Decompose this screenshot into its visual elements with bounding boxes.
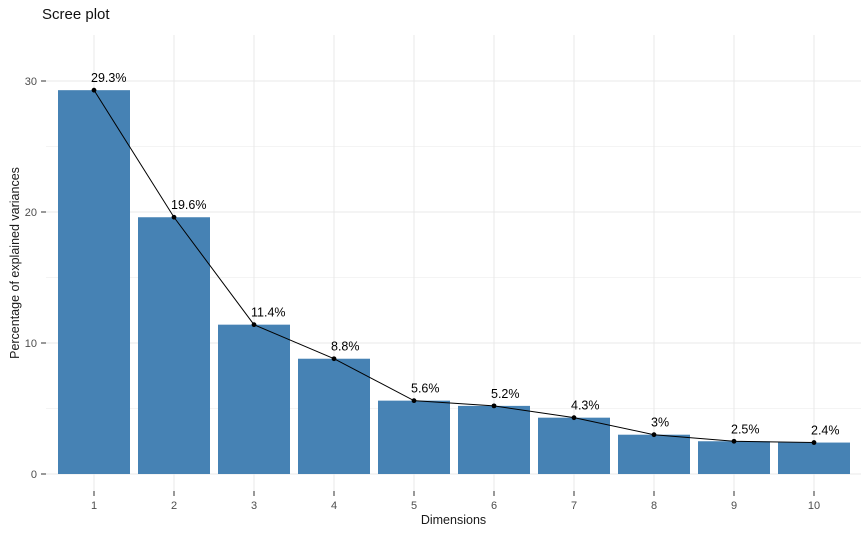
data-point-dim-4 [331,356,337,362]
bar-dim-6 [458,405,530,474]
x-tick-label-7: 7 [571,500,577,512]
x-tick-label-2: 2 [171,500,177,512]
point-label-dim-10: 2.4% [811,424,840,438]
y-axis-title: Percentage of explained variances [8,167,22,359]
point-label-dim-4: 8.8% [331,340,360,354]
x-tick-label-9: 9 [731,500,737,512]
bar-dim-2 [138,217,210,475]
bar-dim-9 [698,441,770,474]
data-point-dim-2 [171,214,177,220]
point-label-dim-8: 3% [651,416,669,430]
x-tick-label-3: 3 [251,500,257,512]
bar-dim-3 [218,324,290,474]
bar-dim-1 [58,90,130,475]
point-label-dim-1: 29.3% [91,71,126,85]
x-tick-label-6: 6 [491,500,497,512]
y-tick-label-10: 10 [25,338,37,350]
x-tick-label-10: 10 [808,500,820,512]
bar-dim-5 [378,400,450,474]
bar-dim-10 [778,442,850,474]
plot-title: Scree plot [42,6,110,23]
x-tick-label-8: 8 [651,500,657,512]
data-point-dim-9 [731,438,737,444]
point-label-dim-9: 2.5% [731,422,760,436]
y-tick-label-30: 30 [25,76,37,88]
y-tick-label-20: 20 [25,207,37,219]
x-tick-label-5: 5 [411,500,417,512]
bar-dim-7 [538,417,610,474]
data-point-dim-10 [811,440,817,445]
x-axis-title: Dimensions [420,513,487,527]
data-point-dim-5 [411,398,417,404]
point-label-dim-5: 5.6% [411,382,440,396]
x-tick-label-1: 1 [91,500,97,512]
data-point-dim-8 [651,432,657,438]
data-point-dim-7 [571,415,577,421]
point-label-dim-7: 4.3% [571,399,600,413]
point-label-dim-6: 5.2% [491,387,520,401]
bar-dim-4 [298,358,370,474]
point-label-dim-2: 19.6% [171,198,206,212]
x-tick-label-4: 4 [331,500,337,512]
y-tick-label-0: 0 [31,469,37,481]
data-point-dim-3 [251,322,257,328]
point-label-dim-3: 11.4% [251,306,286,320]
variance-line [93,89,815,444]
bar-dim-8 [618,434,690,474]
data-point-dim-1 [91,87,97,93]
data-point-dim-6 [491,403,497,409]
